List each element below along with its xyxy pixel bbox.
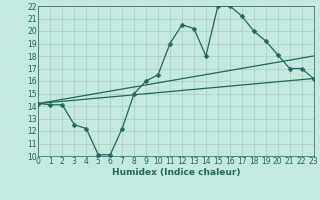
X-axis label: Humidex (Indice chaleur): Humidex (Indice chaleur) (112, 168, 240, 177)
